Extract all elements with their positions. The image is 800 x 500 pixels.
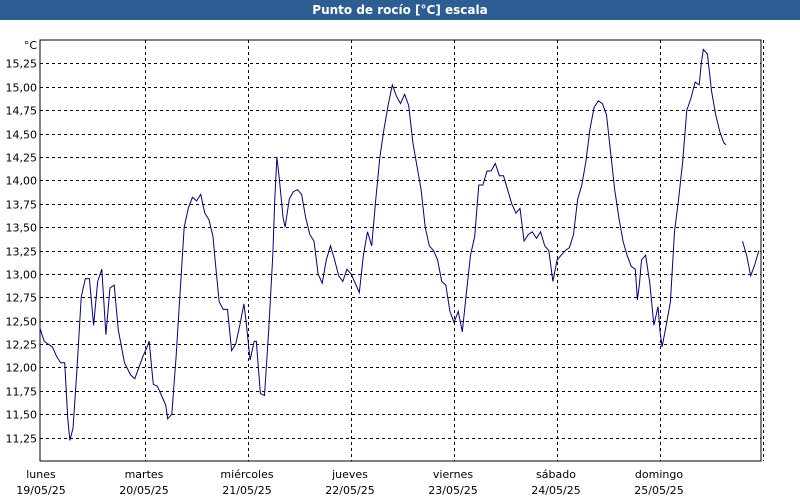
x-day-name: miércoles	[220, 468, 273, 481]
chart-title: Punto de rocío [°C] escala	[0, 0, 800, 20]
x-day-name: viernes	[433, 468, 473, 481]
dew-point-series-line	[742, 240, 760, 278]
y-tick-label: 14,75	[6, 105, 38, 118]
y-tick-label: 13,25	[6, 246, 38, 259]
x-axis-day-labels: lunes 19/05/25 martes 20/05/25 miércoles 21/0…	[16, 468, 683, 497]
x-day-date: 19/05/25	[16, 484, 65, 497]
y-tick-label: 12,50	[6, 316, 38, 329]
y-tick-label: 14,25	[6, 152, 38, 165]
x-day-date: 22/05/25	[325, 484, 374, 497]
dew-point-series-line	[39, 48, 727, 441]
y-unit-label: °C	[24, 39, 38, 52]
y-tick-label: 12,00	[6, 362, 38, 375]
y-tick-label: 15,25	[6, 58, 38, 71]
x-day-date: 25/05/25	[634, 484, 683, 497]
y-tick-label: 11,50	[6, 409, 38, 422]
y-axis-ticks: 11,25 11,50 11,75 12,00 12,25 12,50 12,75 13,00…	[6, 58, 38, 446]
x-day-name: sábado	[536, 468, 576, 481]
y-tick-label: 12,75	[6, 292, 38, 305]
y-tick-label: 14,50	[6, 129, 38, 142]
x-day-name: lunes	[26, 468, 56, 481]
series-lines	[39, 48, 760, 441]
y-tick-label: 13,50	[6, 222, 38, 235]
y-tick-label: 13,75	[6, 199, 38, 212]
x-day-date: 24/05/25	[531, 484, 580, 497]
y-tick-label: 11,25	[6, 433, 38, 446]
x-day-date: 21/05/25	[222, 484, 271, 497]
grid	[40, 40, 764, 461]
y-tick-label: 11,75	[6, 386, 38, 399]
x-day-date: 20/05/25	[119, 484, 168, 497]
y-tick-label: 15,00	[6, 82, 38, 95]
x-day-date: 23/05/25	[428, 484, 477, 497]
y-tick-label: 12,25	[6, 339, 38, 352]
y-tick-label: 13,00	[6, 269, 38, 282]
x-day-name: jueves	[331, 468, 368, 481]
x-day-name: domingo	[635, 468, 683, 481]
x-day-name: martes	[125, 468, 164, 481]
y-tick-label: 14,00	[6, 175, 38, 188]
